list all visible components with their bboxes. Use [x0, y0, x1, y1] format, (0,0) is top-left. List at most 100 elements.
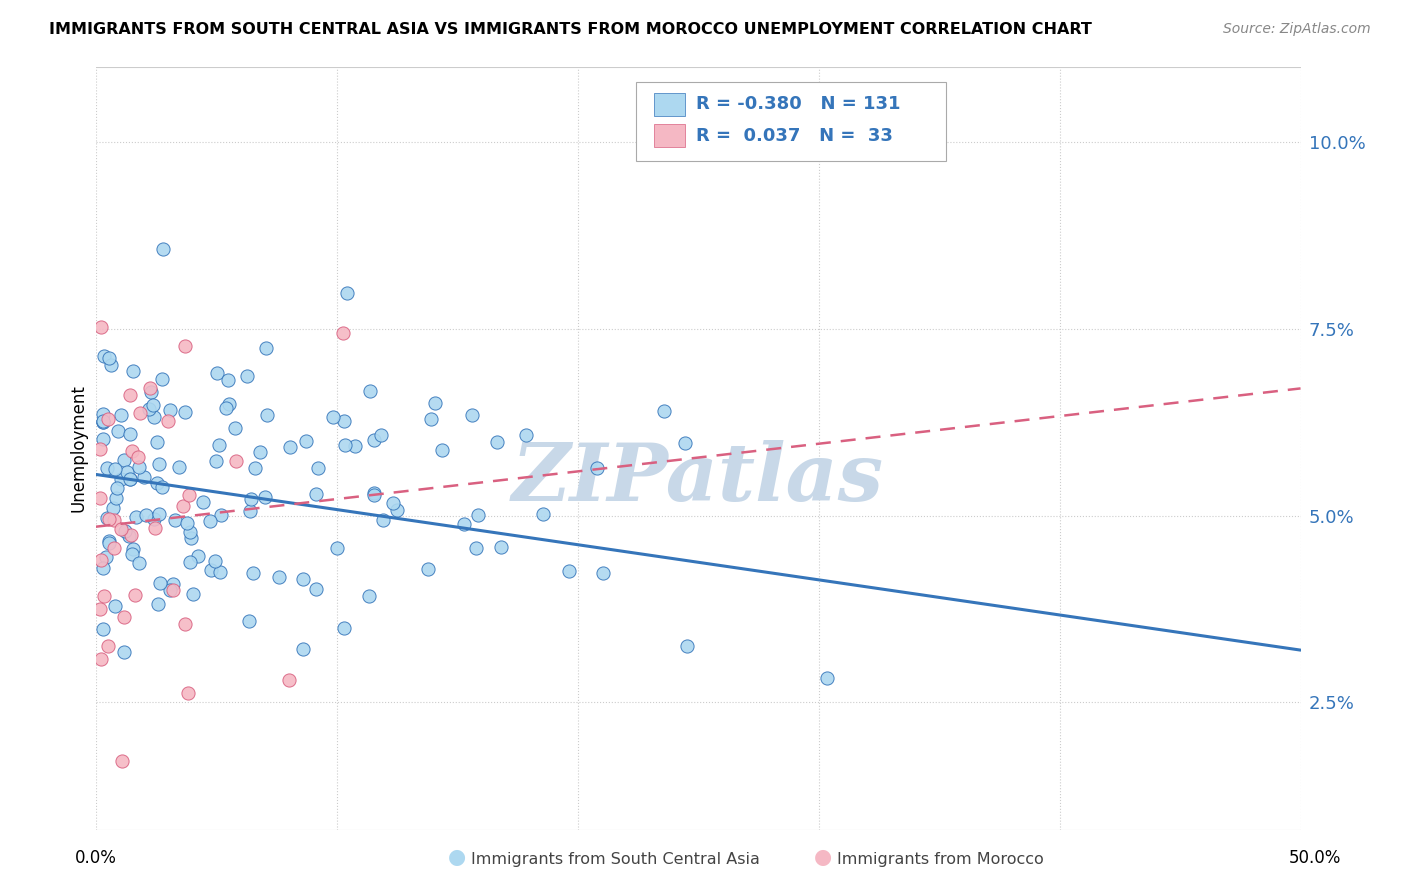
Point: [187, 549, 209, 563]
Point: [305, 487, 328, 501]
Point: [111, 754, 134, 768]
Point: [489, 541, 512, 555]
Point: [162, 577, 184, 591]
Point: [385, 502, 408, 516]
Text: IMMIGRANTS FROM SOUTH CENTRAL ASIA VS IMMIGRANTS FROM MOROCCO UNEMPLOYMENT CORRE: IMMIGRANTS FROM SOUTH CENTRAL ASIA VS IM…: [49, 22, 1092, 37]
Point: [122, 364, 145, 378]
Text: R = -0.380   N = 131: R = -0.380 N = 131: [696, 95, 900, 113]
Point: [236, 368, 259, 383]
Point: [124, 588, 146, 602]
Point: [326, 541, 349, 556]
Point: [120, 472, 142, 486]
Point: [209, 508, 232, 522]
Point: [90, 320, 112, 334]
Point: [93, 416, 115, 430]
Point: [91, 622, 114, 636]
Point: [97, 535, 120, 549]
Point: [96, 511, 118, 525]
Point: [253, 490, 276, 504]
Point: [200, 514, 222, 528]
Point: [333, 622, 356, 636]
Point: [103, 513, 125, 527]
Point: [174, 616, 197, 631]
Point: [815, 671, 838, 685]
Point: [104, 462, 127, 476]
Point: [205, 454, 228, 468]
Point: [118, 387, 141, 401]
Point: [239, 504, 262, 518]
Point: [177, 488, 200, 502]
Y-axis label: Unemployment: Unemployment: [69, 384, 87, 512]
Point: [146, 475, 169, 490]
Point: [142, 409, 165, 424]
Point: [149, 575, 172, 590]
Point: [204, 554, 226, 568]
Point: [105, 481, 128, 495]
Point: [118, 529, 141, 543]
Point: [120, 528, 142, 542]
Point: [93, 349, 115, 363]
Point: [363, 486, 385, 500]
Text: R =  0.037   N =  33: R = 0.037 N = 33: [696, 127, 893, 145]
Point: [91, 415, 114, 429]
Text: 0.0%: 0.0%: [75, 849, 117, 867]
Point: [586, 461, 609, 475]
Point: [291, 572, 314, 586]
Point: [242, 566, 264, 581]
Point: [128, 556, 150, 570]
Point: [90, 652, 112, 666]
Point: [430, 442, 453, 457]
Point: [249, 445, 271, 459]
Point: [179, 525, 201, 540]
Point: [135, 508, 157, 523]
Point: [91, 432, 114, 446]
Point: [139, 381, 162, 395]
Point: [467, 508, 489, 522]
Point: [418, 562, 440, 576]
Point: [357, 590, 380, 604]
Point: [148, 598, 170, 612]
Point: [159, 582, 181, 597]
Point: [148, 457, 170, 471]
Point: [172, 499, 194, 513]
Point: [208, 437, 231, 451]
Text: ●: ●: [814, 847, 831, 867]
Point: [173, 339, 195, 353]
Point: [112, 645, 135, 659]
Point: [107, 425, 129, 439]
Point: [193, 495, 215, 509]
Point: [423, 396, 446, 410]
Point: [101, 501, 124, 516]
Point: [96, 461, 118, 475]
Point: [103, 541, 125, 555]
Point: [305, 582, 328, 597]
Text: ●: ●: [449, 847, 465, 867]
Point: [148, 508, 170, 522]
Point: [461, 408, 484, 422]
Text: Immigrants from Morocco: Immigrants from Morocco: [837, 852, 1043, 867]
Point: [363, 433, 385, 447]
Point: [163, 513, 186, 527]
Point: [128, 459, 150, 474]
Point: [132, 470, 155, 484]
Point: [267, 570, 290, 584]
Point: [121, 444, 143, 458]
Point: [335, 437, 357, 451]
Point: [239, 491, 262, 506]
Point: [152, 242, 174, 256]
Point: [207, 366, 229, 380]
Point: [673, 436, 696, 450]
Point: [110, 408, 132, 422]
Point: [370, 428, 392, 442]
Point: [183, 587, 205, 601]
Point: [224, 421, 246, 435]
Point: [420, 412, 443, 426]
Point: [238, 614, 260, 628]
Point: [120, 427, 142, 442]
Point: [245, 461, 267, 475]
Point: [115, 466, 138, 480]
Point: [167, 460, 190, 475]
Point: [142, 512, 165, 526]
Point: [89, 602, 111, 616]
Point: [215, 401, 238, 416]
